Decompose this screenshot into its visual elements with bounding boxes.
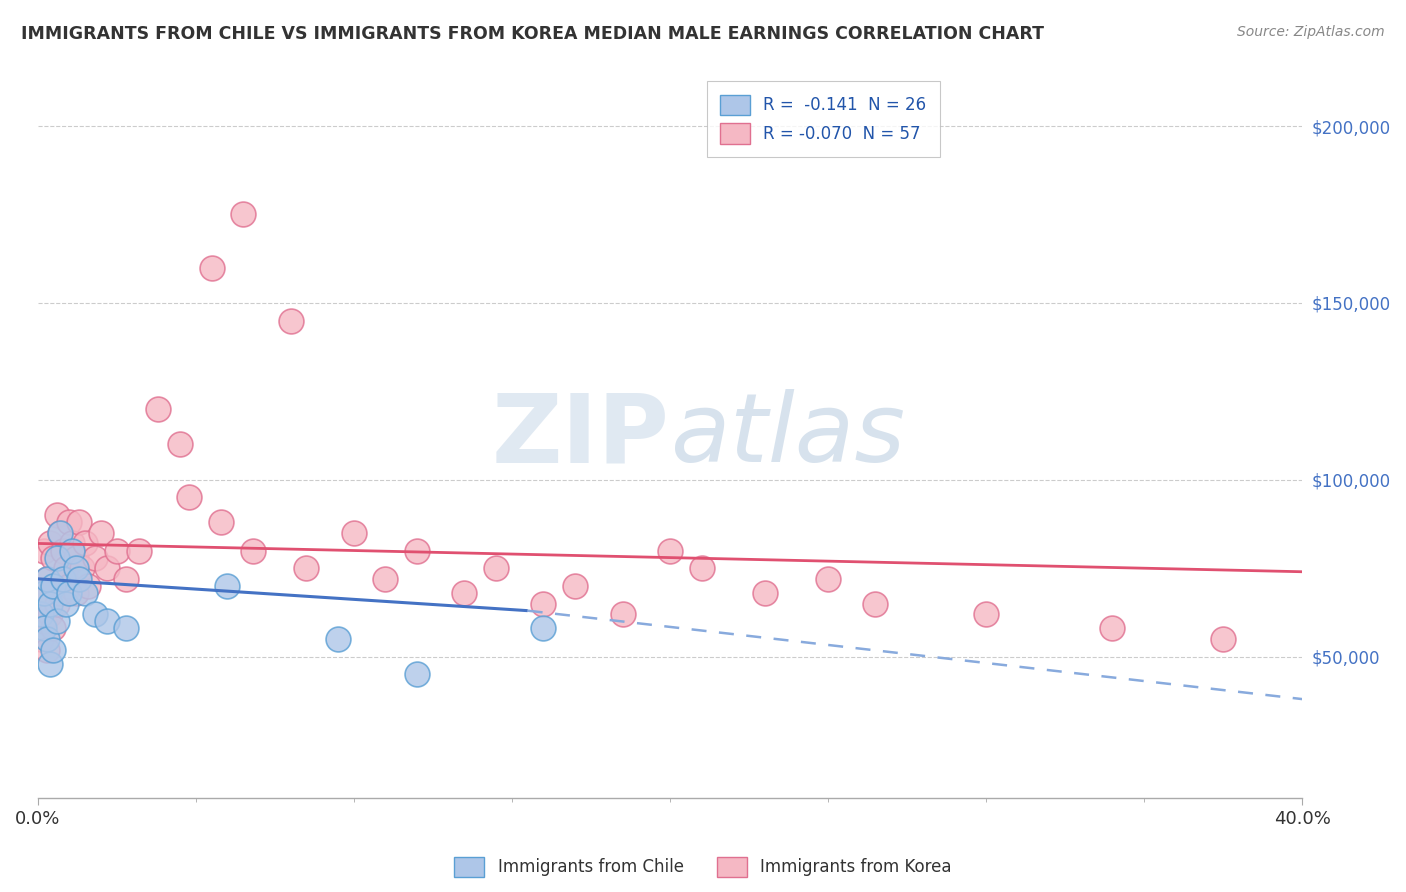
Point bbox=[974, 607, 997, 622]
Point bbox=[52, 572, 75, 586]
Point bbox=[374, 572, 396, 586]
Point bbox=[67, 515, 90, 529]
Point bbox=[75, 586, 97, 600]
Point bbox=[45, 597, 67, 611]
Point bbox=[865, 597, 887, 611]
Point bbox=[128, 543, 150, 558]
Point bbox=[37, 572, 59, 586]
Point bbox=[39, 657, 62, 671]
Point bbox=[179, 491, 201, 505]
Point bbox=[45, 614, 67, 628]
Text: ZIP: ZIP bbox=[492, 389, 669, 482]
Point bbox=[42, 621, 65, 635]
Point bbox=[37, 632, 59, 646]
Legend: Immigrants from Chile, Immigrants from Korea: Immigrants from Chile, Immigrants from K… bbox=[447, 850, 959, 884]
Point bbox=[32, 543, 55, 558]
Text: IMMIGRANTS FROM CHILE VS IMMIGRANTS FROM KOREA MEDIAN MALE EARNINGS CORRELATION : IMMIGRANTS FROM CHILE VS IMMIGRANTS FROM… bbox=[21, 25, 1045, 43]
Point bbox=[612, 607, 634, 622]
Point bbox=[200, 260, 222, 275]
Point bbox=[343, 525, 366, 540]
Point bbox=[45, 550, 67, 565]
Point bbox=[453, 586, 475, 600]
Point bbox=[209, 515, 232, 529]
Point bbox=[77, 579, 100, 593]
Point bbox=[485, 561, 508, 575]
Point bbox=[58, 586, 80, 600]
Point bbox=[105, 543, 128, 558]
Point bbox=[39, 607, 62, 622]
Legend: R =  -0.141  N = 26, R = -0.070  N = 57: R = -0.141 N = 26, R = -0.070 N = 57 bbox=[707, 81, 939, 157]
Point bbox=[83, 607, 105, 622]
Point bbox=[96, 561, 118, 575]
Point bbox=[58, 579, 80, 593]
Point bbox=[169, 437, 191, 451]
Point bbox=[754, 586, 776, 600]
Point bbox=[32, 621, 55, 635]
Point bbox=[817, 572, 839, 586]
Point bbox=[96, 614, 118, 628]
Point bbox=[49, 525, 72, 540]
Point bbox=[42, 579, 65, 593]
Point bbox=[564, 579, 586, 593]
Point bbox=[280, 313, 302, 327]
Point bbox=[533, 621, 555, 635]
Point bbox=[49, 525, 72, 540]
Point bbox=[70, 561, 93, 575]
Point bbox=[65, 550, 87, 565]
Point bbox=[242, 543, 264, 558]
Point bbox=[90, 525, 112, 540]
Point bbox=[55, 597, 77, 611]
Point bbox=[37, 642, 59, 657]
Point bbox=[32, 614, 55, 628]
Point bbox=[62, 543, 84, 558]
Point bbox=[39, 536, 62, 550]
Point bbox=[65, 561, 87, 575]
Point bbox=[65, 586, 87, 600]
Point bbox=[37, 572, 59, 586]
Point bbox=[39, 597, 62, 611]
Point bbox=[55, 561, 77, 575]
Point bbox=[62, 536, 84, 550]
Point bbox=[232, 207, 254, 221]
Point bbox=[30, 632, 52, 646]
Text: atlas: atlas bbox=[669, 389, 905, 482]
Point bbox=[30, 586, 52, 600]
Point bbox=[406, 543, 429, 558]
Point bbox=[52, 572, 75, 586]
Point bbox=[52, 543, 75, 558]
Point bbox=[115, 621, 138, 635]
Point bbox=[75, 536, 97, 550]
Point bbox=[42, 550, 65, 565]
Point bbox=[295, 561, 318, 575]
Point bbox=[406, 667, 429, 681]
Point bbox=[67, 572, 90, 586]
Point bbox=[1212, 632, 1234, 646]
Point bbox=[658, 543, 681, 558]
Point bbox=[83, 550, 105, 565]
Point bbox=[146, 402, 169, 417]
Point bbox=[690, 561, 713, 575]
Point bbox=[58, 515, 80, 529]
Point bbox=[42, 642, 65, 657]
Point bbox=[115, 572, 138, 586]
Point bbox=[49, 586, 72, 600]
Point bbox=[30, 607, 52, 622]
Point bbox=[45, 508, 67, 523]
Point bbox=[326, 632, 349, 646]
Point bbox=[217, 579, 239, 593]
Point bbox=[1101, 621, 1123, 635]
Point bbox=[32, 586, 55, 600]
Point bbox=[533, 597, 555, 611]
Text: Source: ZipAtlas.com: Source: ZipAtlas.com bbox=[1237, 25, 1385, 39]
